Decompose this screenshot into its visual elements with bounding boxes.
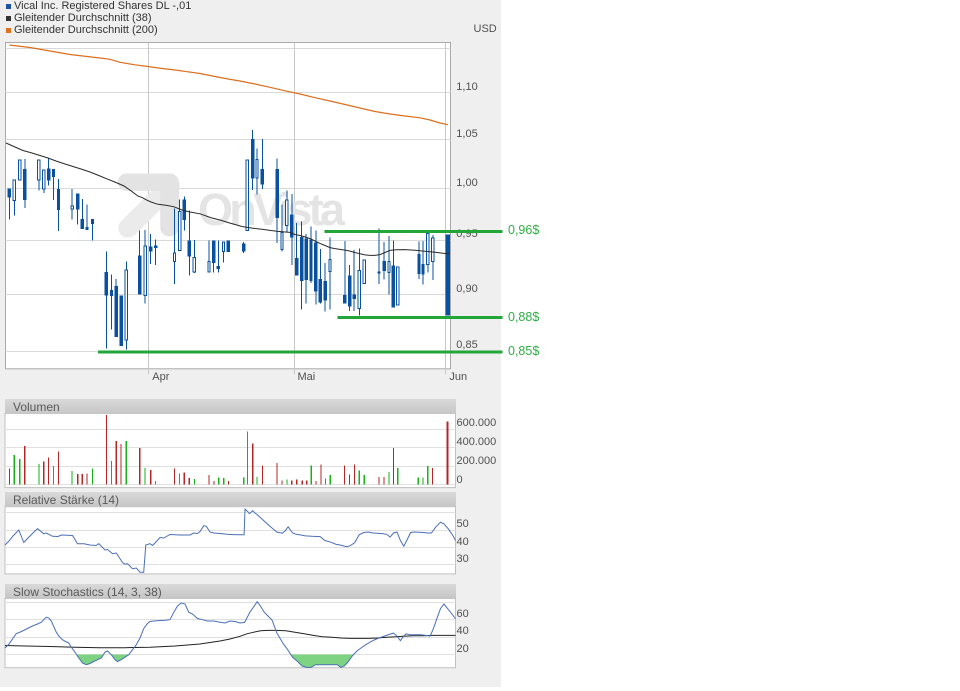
svg-text:OnVista: OnVista [198,184,346,235]
